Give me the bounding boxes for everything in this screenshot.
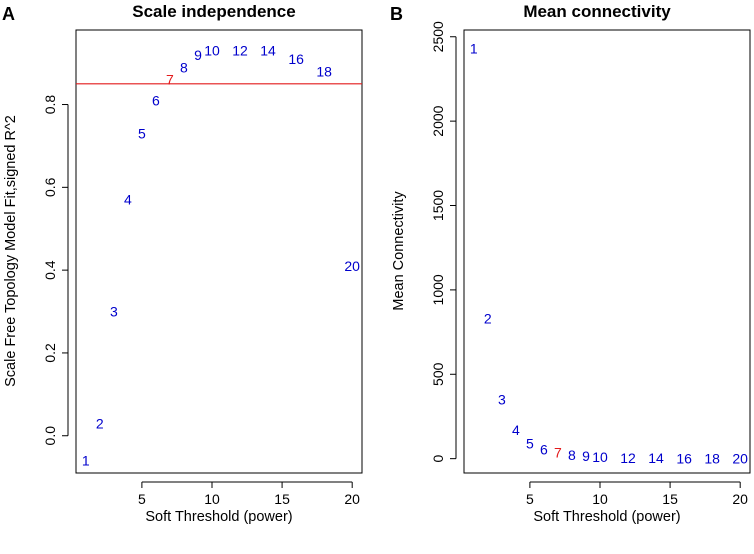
- data-point-a-power-12: 12: [232, 43, 248, 59]
- data-point-a-power-14: 14: [260, 43, 276, 59]
- data-point-b-power-6: 6: [540, 441, 548, 457]
- data-point-b-power-5: 5: [526, 435, 534, 451]
- x-tick-label-a: 5: [138, 491, 146, 507]
- data-point-b-power-4: 4: [512, 422, 520, 438]
- data-point-a-power-1: 1: [82, 453, 90, 469]
- data-point-b-power-14: 14: [648, 450, 664, 466]
- data-point-a-power-3: 3: [110, 304, 118, 320]
- data-point-b-power-1: 1: [470, 41, 478, 57]
- data-point-b-power-20: 20: [732, 451, 748, 467]
- y-tick-label-a: 0.0: [42, 426, 58, 446]
- panel-mean-connectivity: B Mean connectivity Soft Threshold (powe…: [390, 2, 751, 525]
- y-tick-label-b: 1500: [430, 190, 446, 221]
- data-point-a-power-8: 8: [180, 59, 188, 75]
- x-tick-label-a: 15: [274, 491, 290, 507]
- data-point-a-power-10: 10: [204, 43, 220, 59]
- panel-letter-a: A: [2, 4, 15, 24]
- data-point-a-power-2: 2: [96, 415, 104, 431]
- data-point-a-power-6: 6: [152, 92, 160, 108]
- panel-scale-independence: A Scale independence Soft Threshold (pow…: [2, 2, 363, 525]
- y-tick-label-b: 1000: [430, 274, 446, 305]
- data-point-b-power-8: 8: [568, 447, 576, 463]
- y-tick-label-a: 0.2: [42, 343, 58, 363]
- data-point-b-power-3: 3: [498, 392, 506, 408]
- data-point-a-power-7: 7: [166, 72, 174, 88]
- y-axis-label-b: Mean Connectivity: [391, 191, 407, 311]
- data-point-a-power-5: 5: [138, 126, 146, 142]
- x-axis-label-b: Soft Threshold (power): [533, 509, 680, 525]
- data-point-b-power-10: 10: [592, 449, 608, 465]
- y-tick-label-b: 500: [430, 362, 446, 386]
- data-point-b-power-16: 16: [676, 450, 692, 466]
- data-point-a-power-20: 20: [344, 258, 360, 274]
- y-axis-label-a: Scale Free Topology Model Fit,signed R^2: [3, 115, 19, 387]
- data-point-b-power-12: 12: [620, 450, 636, 466]
- data-point-a-power-18: 18: [316, 63, 332, 79]
- panel-letter-b: B: [390, 4, 403, 24]
- y-tick-label-b: 0: [430, 455, 446, 463]
- y-tick-label-a: 0.6: [42, 177, 58, 197]
- y-tick-label-a: 0.4: [42, 260, 58, 280]
- x-axis-label-a: Soft Threshold (power): [145, 509, 292, 525]
- y-tick-label-b: 2500: [430, 21, 446, 52]
- x-tick-label-b: 15: [662, 491, 678, 507]
- data-point-a-power-4: 4: [124, 192, 132, 208]
- x-tick-label-a: 20: [344, 491, 360, 507]
- y-tick-label-a: 0.8: [42, 95, 58, 115]
- chart-title-b: Mean connectivity: [523, 2, 671, 21]
- y-tick-label-b: 2000: [430, 105, 446, 136]
- x-tick-label-b: 20: [732, 491, 748, 507]
- data-point-a-power-9: 9: [194, 47, 202, 63]
- plot-frame-b: [463, 29, 751, 474]
- x-tick-label-b: 5: [526, 491, 534, 507]
- chart-title-a: Scale independence: [132, 2, 295, 21]
- x-tick-label-b: 10: [592, 491, 608, 507]
- data-point-a-power-16: 16: [288, 51, 304, 67]
- data-point-b-power-18: 18: [704, 450, 720, 466]
- data-point-b-power-9: 9: [582, 448, 590, 464]
- data-point-b-power-7: 7: [554, 445, 562, 461]
- x-tick-label-a: 10: [204, 491, 220, 507]
- data-point-b-power-2: 2: [484, 311, 492, 327]
- plot-frame-a: [75, 29, 363, 474]
